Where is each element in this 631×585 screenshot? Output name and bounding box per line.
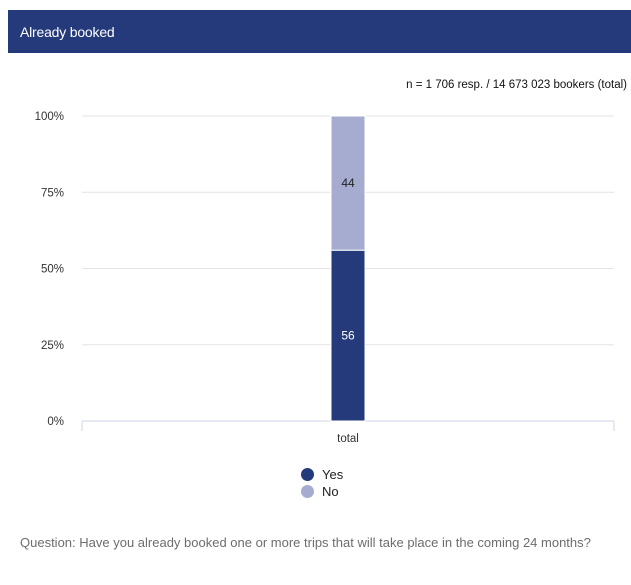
legend-label-yes: Yes — [322, 467, 344, 482]
y-tick-label: 100% — [35, 111, 64, 123]
sample-size-note: n = 1 706 resp. / 14 673 023 bookers (to… — [406, 79, 627, 91]
legend-item-no[interactable]: No — [301, 483, 343, 500]
x-tick-label: total — [337, 433, 359, 445]
legend-item-yes[interactable]: Yes — [301, 466, 343, 483]
y-tick-label: 50% — [41, 264, 64, 276]
chart-legend: Yes No — [301, 466, 343, 500]
y-tick-label: 75% — [41, 187, 64, 199]
y-tick-label: 0% — [47, 416, 64, 428]
bar-segment-no — [330, 115, 366, 251]
stacked-bar-chart: 0% 25% 50% 75% 100% 56 44 total — [35, 111, 615, 445]
data-label-no: 44 — [341, 176, 355, 190]
data-label-yes: 56 — [341, 329, 355, 343]
legend-swatch-no — [301, 485, 314, 498]
chart-header: Already booked — [8, 10, 631, 53]
y-tick-label: 25% — [41, 340, 64, 352]
chart-title: Already booked — [20, 23, 115, 40]
bar-segment-yes — [330, 249, 366, 422]
legend-label-no: No — [322, 484, 339, 499]
legend-swatch-yes — [301, 468, 314, 481]
question-text: Question: Have you already booked one or… — [20, 535, 591, 550]
